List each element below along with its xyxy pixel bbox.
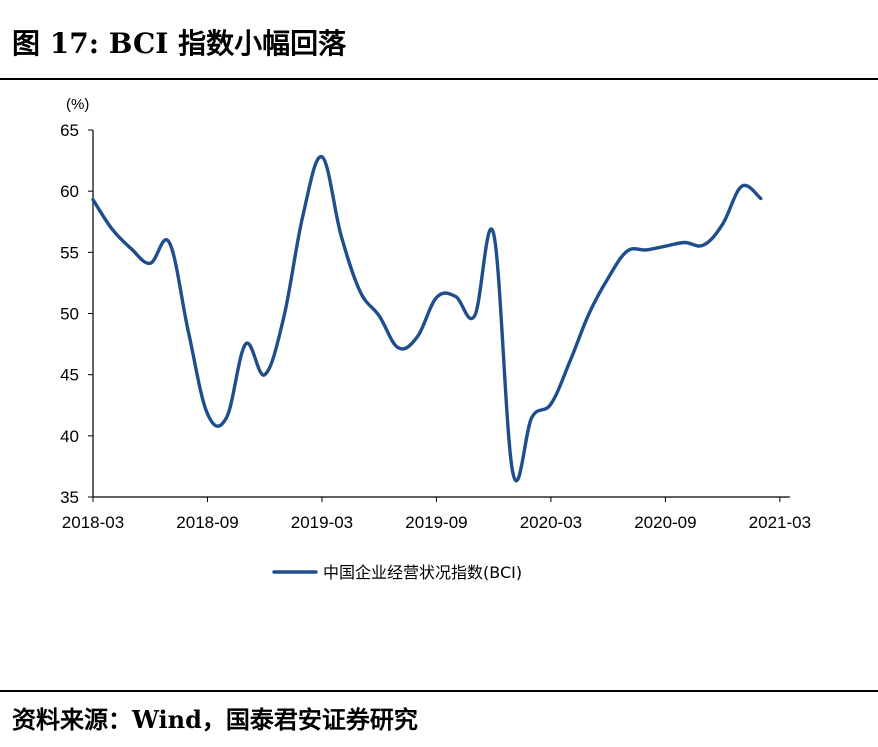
chart-ticks: (%) 35 40 45 50 55 60 65 2018-03 2018-09 2019-03 20…	[60, 96, 811, 532]
y-tick-label: 35	[60, 488, 79, 507]
y-unit-label: (%)	[66, 96, 89, 113]
title-rule	[0, 78, 878, 80]
bci-line-chart: (%) 35 40 45 50 55 60 65 2018-03 2018-09 2019-03 20…	[60, 96, 811, 582]
chart-axes	[92, 130, 790, 498]
x-tick-label: 2018-03	[62, 513, 124, 532]
y-tick-label: 50	[60, 305, 79, 324]
y-tick-label: 55	[60, 243, 79, 262]
x-tick-label: 2020-03	[520, 513, 582, 532]
x-tick-label: 2020-09	[634, 513, 696, 532]
source-rule	[0, 690, 878, 692]
x-tick-label: 2019-03	[291, 513, 353, 532]
chart-series	[91, 155, 763, 483]
y-tick-label: 40	[60, 427, 79, 446]
x-tick-label: 2018-09	[176, 513, 238, 532]
x-tick-label: 2019-09	[405, 513, 467, 532]
y-tick-label: 65	[60, 121, 79, 140]
x-tick-label: 2021-03	[749, 513, 811, 532]
figure-title: 图 17: BCI 指数小幅回落	[12, 27, 347, 60]
y-tick-label: 60	[60, 182, 79, 201]
legend-label-bci: 中国企业经营状况指数(BCI)	[323, 563, 522, 582]
source-note: 资料来源：Wind，国泰君安证券研究	[12, 705, 418, 734]
series-line-bci	[91, 155, 763, 483]
chart-legend: 中国企业经营状况指数(BCI)	[272, 563, 522, 582]
y-tick-label: 45	[60, 366, 79, 385]
